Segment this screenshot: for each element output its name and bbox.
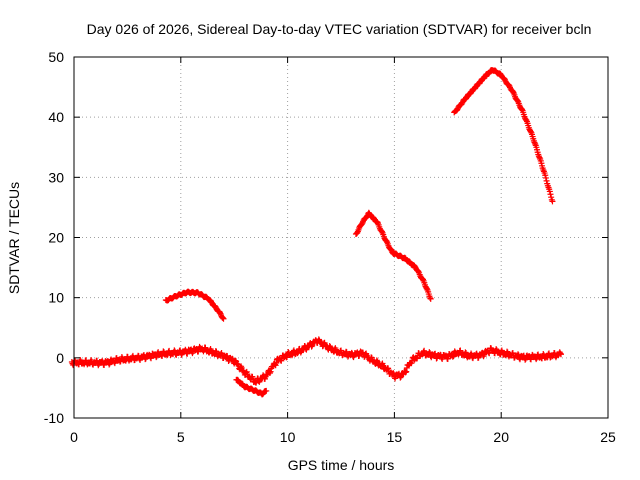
data-point bbox=[212, 303, 219, 310]
data-point bbox=[216, 309, 223, 316]
data-point bbox=[373, 357, 380, 364]
data-point bbox=[518, 106, 525, 113]
data-points bbox=[68, 67, 565, 398]
data-point bbox=[510, 88, 517, 95]
data-point bbox=[522, 356, 529, 363]
data-point bbox=[402, 369, 409, 376]
data-point bbox=[390, 369, 397, 376]
data-point bbox=[232, 357, 239, 364]
y-tick-label: 20 bbox=[48, 230, 64, 246]
data-point bbox=[515, 351, 522, 358]
x-tick-label: 20 bbox=[493, 429, 509, 445]
data-point bbox=[397, 374, 404, 381]
data-point bbox=[249, 373, 256, 380]
data-point bbox=[383, 238, 390, 245]
axis-ticks: 0 5 10 15 20 25 -10 0 10 20 30 40 50 bbox=[44, 49, 616, 445]
y-tick-label: 30 bbox=[48, 169, 64, 185]
y-tick-label: -10 bbox=[44, 410, 64, 426]
data-point bbox=[462, 349, 469, 356]
data-point bbox=[147, 354, 154, 361]
data-point bbox=[420, 348, 427, 355]
chart-title: Day 026 of 2026, Sidereal Day-to-day VTE… bbox=[87, 21, 592, 37]
data-point bbox=[111, 359, 118, 366]
series-arc-1 bbox=[162, 288, 227, 322]
data-point bbox=[378, 228, 385, 235]
data-point bbox=[263, 387, 270, 394]
data-point bbox=[427, 294, 434, 301]
data-point bbox=[542, 172, 549, 179]
data-point bbox=[267, 368, 274, 375]
data-point bbox=[273, 359, 280, 366]
x-tick-label: 25 bbox=[600, 429, 616, 445]
data-point bbox=[229, 355, 236, 362]
series-arc-3 bbox=[451, 67, 556, 205]
data-point bbox=[219, 314, 226, 321]
data-point bbox=[546, 188, 553, 195]
data-point bbox=[504, 348, 511, 355]
data-point bbox=[427, 295, 434, 302]
data-point bbox=[549, 198, 556, 205]
series-low-branch bbox=[233, 376, 270, 398]
data-point bbox=[458, 100, 465, 107]
data-point bbox=[217, 350, 224, 357]
data-point bbox=[426, 349, 433, 356]
y-tick-label: 0 bbox=[56, 350, 64, 366]
data-point bbox=[374, 218, 381, 225]
data-point bbox=[415, 268, 422, 275]
data-point bbox=[267, 370, 274, 377]
data-point bbox=[493, 346, 500, 353]
x-tick-label: 0 bbox=[70, 429, 78, 445]
data-point bbox=[263, 371, 270, 378]
x-tick-label: 15 bbox=[387, 429, 403, 445]
data-point bbox=[523, 117, 530, 124]
data-point bbox=[354, 229, 361, 236]
data-point bbox=[423, 285, 430, 292]
data-point bbox=[378, 361, 385, 368]
data-point bbox=[220, 315, 227, 322]
data-point bbox=[514, 97, 521, 104]
data-point bbox=[557, 350, 564, 357]
data-point bbox=[535, 153, 542, 160]
data-point bbox=[309, 342, 316, 349]
data-point bbox=[547, 191, 554, 198]
data-point bbox=[444, 355, 451, 362]
series-baseline bbox=[68, 336, 565, 386]
x-tick-label: 5 bbox=[177, 429, 185, 445]
y-axis-label: SDTVAR / TECUs bbox=[6, 182, 22, 294]
data-point bbox=[548, 194, 555, 201]
series-arc-2 bbox=[352, 209, 434, 302]
data-point bbox=[302, 345, 309, 352]
y-tick-label: 10 bbox=[48, 290, 64, 306]
data-point bbox=[387, 246, 394, 253]
y-tick-label: 40 bbox=[48, 109, 64, 125]
data-point bbox=[288, 352, 295, 359]
x-tick-label: 10 bbox=[280, 429, 296, 445]
data-point bbox=[208, 298, 215, 305]
data-point bbox=[153, 354, 160, 361]
data-point bbox=[385, 365, 392, 372]
data-point bbox=[454, 106, 461, 113]
data-point bbox=[359, 220, 366, 227]
data-point bbox=[449, 353, 456, 360]
data-point bbox=[308, 343, 315, 350]
y-tick-label: 50 bbox=[48, 49, 64, 65]
data-point bbox=[558, 351, 565, 358]
data-point bbox=[543, 177, 550, 184]
data-point bbox=[106, 361, 113, 368]
data-point bbox=[374, 358, 381, 365]
data-point bbox=[326, 342, 333, 349]
data-point bbox=[542, 174, 549, 181]
data-point bbox=[531, 139, 538, 146]
data-point bbox=[419, 276, 426, 283]
data-point bbox=[527, 128, 534, 135]
data-point bbox=[403, 368, 410, 375]
x-axis-label: GPS time / hours bbox=[288, 457, 395, 473]
